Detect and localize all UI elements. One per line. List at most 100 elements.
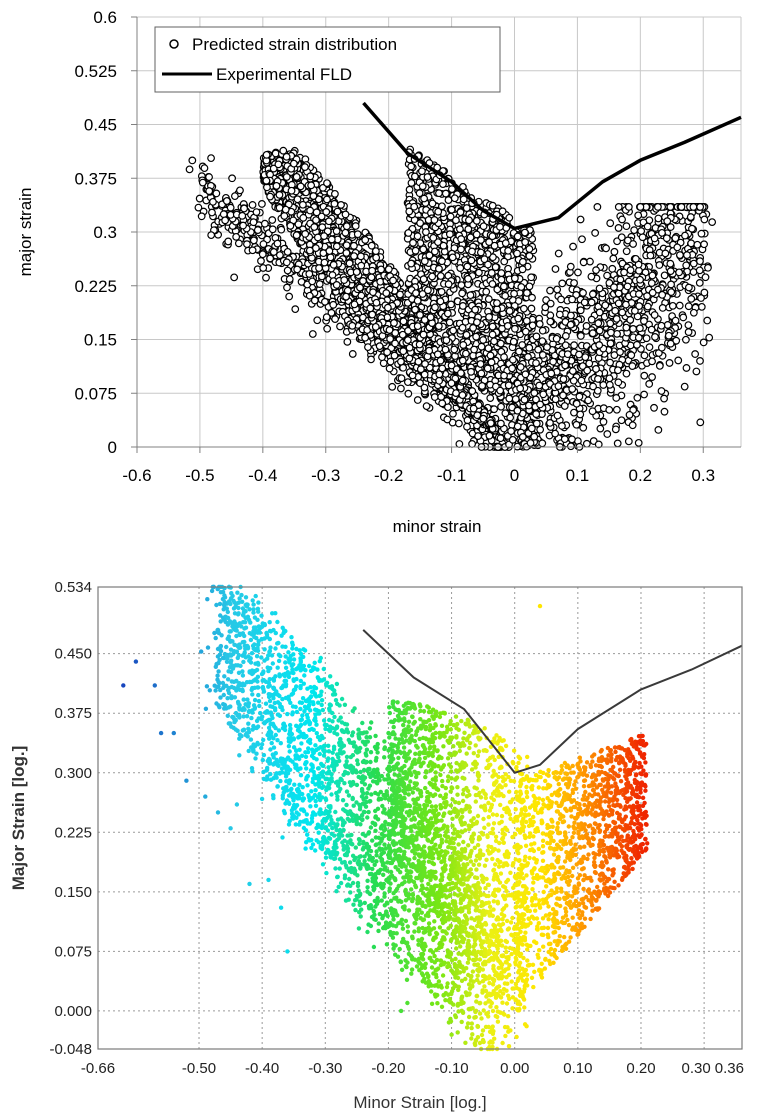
scatter-point [630,226,639,235]
scatter-point [613,329,621,338]
scatter-series [185,145,717,451]
scatter-point [222,197,231,205]
scatter-point [558,279,567,288]
scatter-point [488,201,497,210]
scatter-point [559,375,568,384]
scatter-point [635,324,644,333]
scatter-point [252,208,261,216]
scatter-point [479,414,488,423]
scatter-point [696,357,704,365]
scatter-point [449,409,457,418]
scatter-point [628,421,637,430]
scatter-point [270,661,275,666]
scatter-point [655,361,664,370]
scatter-point [300,713,305,718]
scatter-point [350,241,358,250]
scatter-point [477,369,486,378]
scatter-point [595,326,604,335]
scatter-point [457,245,465,254]
scatter-point [269,248,278,256]
scatter-point [195,194,204,203]
scatter-point [612,405,621,414]
scatter-point [487,358,496,367]
scatter-point [308,277,317,286]
scatter-point [320,862,326,867]
scatter-point [666,267,675,276]
scatter-point [480,255,489,264]
scatter-point [331,189,339,198]
scatter-point [248,201,257,209]
scatter-point [478,382,486,390]
scatter-point [614,378,623,387]
scatter-point [666,339,675,348]
scatter-point [583,366,592,375]
scatter-point [272,700,277,706]
scatter-point [336,322,344,331]
scatter-point [505,213,514,222]
scatter-point [237,753,242,758]
scatter-point [464,225,473,234]
scatter-point [532,332,541,341]
scatter-point [356,283,364,292]
scatter-point [666,259,675,268]
scatter-point [520,228,529,237]
scatter-point [468,247,476,256]
scatter-point [447,379,456,388]
scatter-point [477,236,485,244]
scatter-point [624,437,633,446]
scatter-point [521,238,530,247]
scatter-point [422,228,430,236]
scatter-point [200,164,209,173]
scatter-point [286,221,295,230]
scatter-point [572,399,581,408]
scatter-point [588,329,597,338]
scatter-point [450,345,459,354]
scatter-point [314,722,319,727]
scatter-point [240,204,249,213]
scatter-point [517,283,526,291]
scatter-point [503,1033,508,1039]
scatter-point [332,714,337,720]
scatter-point [313,798,318,804]
scatter-point [699,338,708,347]
scatter-point [501,409,510,418]
scatter-point [323,179,331,188]
scatter-point [337,200,345,209]
scatter-point [511,395,520,403]
scatter-point [445,318,454,327]
scatter-point [430,216,439,224]
scatter-point [546,317,555,326]
scatter-point [266,192,275,201]
scatter-point [587,298,596,307]
scatter-point [661,249,670,258]
scatter-point [463,262,472,271]
scatter-point [345,730,351,735]
scatter-point [429,989,434,994]
y-tick-label: 0.525 [74,62,117,81]
scatter-point [563,350,572,359]
scatter-point [500,353,508,361]
scatter-point [508,435,517,444]
scatter-point [692,367,701,376]
scatter-point [503,322,512,330]
scatter-point [570,408,578,417]
scatter-point [378,353,386,362]
scatter-point [671,234,680,243]
x-axis-label: minor strain [393,517,482,536]
scatter-point [468,440,476,448]
scatter-point [654,203,662,211]
scatter-point [437,287,446,296]
scatter-point [543,343,551,352]
scatter-point [428,199,437,208]
scatter-point [382,289,391,297]
scatter-point [591,229,600,237]
scatter-point [332,227,341,236]
scatter-point [472,332,481,341]
scatter-point [226,203,235,212]
scatter-point [450,194,459,203]
scatter-point [626,266,635,275]
scatter-point [273,239,282,248]
scatter-point [500,257,509,266]
scatter-point [568,385,577,393]
scatter-point [684,321,693,330]
